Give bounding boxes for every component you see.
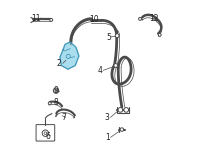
Circle shape bbox=[55, 90, 57, 92]
Text: 2: 2 bbox=[57, 59, 62, 68]
Circle shape bbox=[120, 128, 124, 131]
Text: 12: 12 bbox=[149, 14, 159, 23]
Circle shape bbox=[53, 88, 59, 93]
Circle shape bbox=[44, 132, 47, 135]
Text: 10: 10 bbox=[89, 15, 99, 24]
Circle shape bbox=[124, 108, 129, 112]
Circle shape bbox=[158, 34, 161, 36]
FancyBboxPatch shape bbox=[36, 125, 55, 141]
Circle shape bbox=[115, 34, 119, 37]
Text: 5: 5 bbox=[106, 33, 111, 42]
Circle shape bbox=[66, 54, 70, 58]
Text: 6: 6 bbox=[45, 132, 50, 141]
Circle shape bbox=[139, 17, 141, 20]
Circle shape bbox=[48, 102, 51, 105]
Polygon shape bbox=[60, 42, 79, 69]
Text: 1: 1 bbox=[105, 133, 110, 142]
Text: 9: 9 bbox=[54, 86, 59, 95]
Circle shape bbox=[42, 130, 49, 136]
Circle shape bbox=[50, 19, 53, 21]
Circle shape bbox=[118, 108, 123, 112]
Text: 3: 3 bbox=[105, 113, 110, 122]
Text: 11: 11 bbox=[31, 14, 41, 23]
Text: 8: 8 bbox=[54, 98, 59, 107]
Text: 7: 7 bbox=[61, 113, 66, 122]
Text: 4: 4 bbox=[98, 66, 102, 75]
Circle shape bbox=[114, 64, 118, 67]
